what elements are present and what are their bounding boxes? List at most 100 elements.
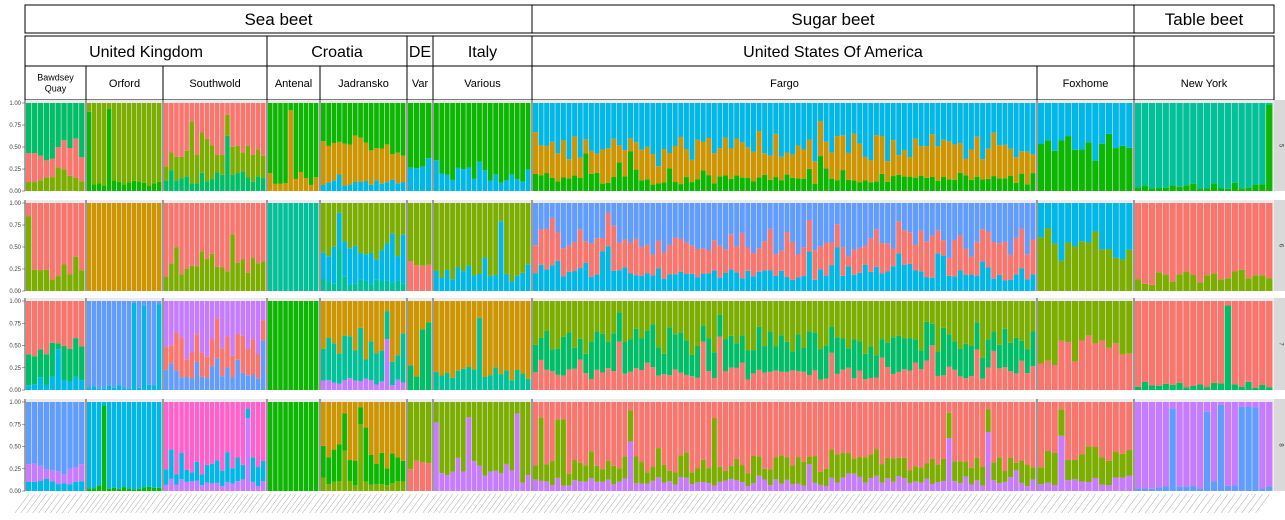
bars-antenal — [268, 203, 319, 291]
bar-segment-salmon — [890, 373, 896, 390]
bar-segment-violet — [924, 478, 930, 491]
sample-label-mark — [362, 493, 377, 514]
bar-segment-cyan — [439, 278, 445, 291]
bar-segment-teal — [907, 338, 913, 371]
sample-label-mark — [357, 493, 372, 514]
bar-segment-aqua — [342, 335, 347, 381]
y-tick-label: 0.25 — [9, 467, 21, 473]
sample-label-mark — [655, 493, 671, 514]
bar-segment-cyan — [717, 277, 723, 291]
bar-segment-cyan — [466, 167, 472, 191]
bar-segment-salmon — [644, 362, 650, 390]
bar-segment-salmon — [255, 203, 261, 264]
bar-segment-olive — [767, 469, 773, 486]
bar-segment-cyan — [514, 179, 520, 191]
bar-segment-teal — [823, 345, 829, 379]
bar-segment-olive — [482, 402, 488, 476]
bar-segment-salmon — [67, 148, 73, 176]
bar-segment-violet — [628, 441, 633, 491]
bar-segment-olive — [390, 203, 395, 234]
bar-segment-olive — [644, 472, 650, 484]
bar-segment-olive — [97, 103, 102, 184]
bar-segment-aqua — [1169, 103, 1176, 186]
bar-segment-cyan — [127, 402, 132, 489]
bar-segment-gold — [963, 158, 969, 176]
bar-segment-olive — [439, 203, 445, 279]
bar-segment-gold — [533, 132, 538, 174]
bar-segment-teal — [37, 103, 44, 156]
bar-segment-gold — [845, 152, 851, 180]
sample-label-mark — [330, 493, 346, 514]
bar-segment-gold — [538, 145, 544, 176]
bar-segment-blue — [756, 203, 762, 249]
facet-strip-bg — [1274, 399, 1285, 491]
bar-segment-salmon — [225, 203, 230, 272]
sample-label-mark — [56, 493, 71, 514]
bar-segment-gold — [368, 301, 374, 342]
bar-segment-green — [1155, 188, 1162, 191]
bar-segment-violet — [963, 476, 969, 491]
bar-segment-teal — [689, 354, 695, 377]
bar-segment-blue — [750, 203, 756, 253]
facet-strip-label: 8 — [1278, 443, 1284, 447]
bar-segment-olive — [762, 301, 768, 347]
bar-segment-olive — [968, 301, 974, 346]
bar-segment-salmon — [1259, 301, 1266, 386]
bar-segment-blue — [230, 377, 235, 390]
bar-segment-violet — [245, 301, 251, 350]
bar-segment-cyan — [336, 212, 342, 249]
bar-segment-olive — [633, 301, 639, 329]
bar-segment-violet — [812, 482, 818, 491]
bar-segment-olive — [498, 203, 504, 222]
bar-segment-pink — [260, 402, 266, 461]
bar-segment-salmon — [644, 244, 650, 274]
bar-segment-salmon — [79, 157, 85, 182]
bar-segment-olive — [533, 465, 538, 480]
bar-segment-salmon — [778, 402, 784, 456]
bar-segment-blue — [845, 203, 851, 257]
bar-segment-olive — [924, 463, 930, 479]
bar-segment-salmon — [1231, 203, 1238, 272]
bar-segment-violet — [1155, 402, 1162, 488]
bar-segment-green — [352, 103, 358, 136]
bar-segment-olive — [829, 449, 835, 478]
bar-segment-salmon — [935, 375, 941, 390]
bar-segment-cyan — [1019, 103, 1025, 152]
bar-segment-salmon — [225, 103, 230, 115]
facet-strip-label: 7 — [1278, 342, 1284, 346]
bar-segment-olive — [1051, 452, 1058, 485]
bar-segment-violet — [560, 485, 566, 491]
facet-panel-6 — [24, 200, 1274, 291]
bar-segment-aqua — [379, 280, 385, 291]
bar-segment-cyan — [184, 469, 189, 482]
bar-segment-salmon — [650, 254, 656, 276]
sample-label-mark — [594, 493, 609, 514]
bar-segment-salmon — [1126, 402, 1133, 451]
bar-segment-cyan — [255, 467, 261, 486]
bar-segment-blue — [250, 374, 256, 390]
bar-segment-cyan — [762, 103, 768, 154]
bar-segment-cyan — [37, 481, 44, 491]
bar-segment-cyan — [605, 246, 611, 291]
sample-label-mark — [325, 493, 340, 514]
sample-label-mark — [583, 493, 598, 514]
bar-segment-cyan — [73, 376, 79, 390]
bar-segment-cyan — [695, 277, 701, 291]
bar-segment-cyan — [784, 276, 790, 291]
bar-segment-teal — [73, 338, 79, 377]
bar-segment-teal — [67, 103, 73, 149]
bar-segment-olive — [414, 203, 420, 266]
bar-segment-green — [605, 182, 611, 191]
bar-segment-olive — [901, 457, 907, 479]
bar-segment-salmon — [717, 402, 723, 467]
bar-segment-olive — [331, 203, 337, 247]
bar-segment-gold — [907, 157, 913, 177]
bar-segment-blue — [67, 402, 73, 469]
bar-segment-salmon — [868, 402, 874, 455]
bar-segment-violet — [250, 481, 256, 491]
bar-segment-violet — [49, 470, 55, 482]
sample-label-mark — [767, 493, 782, 514]
bar-segment-gold — [498, 301, 504, 375]
sample-label-mark — [130, 493, 145, 514]
bar-segment-olive — [756, 456, 762, 476]
